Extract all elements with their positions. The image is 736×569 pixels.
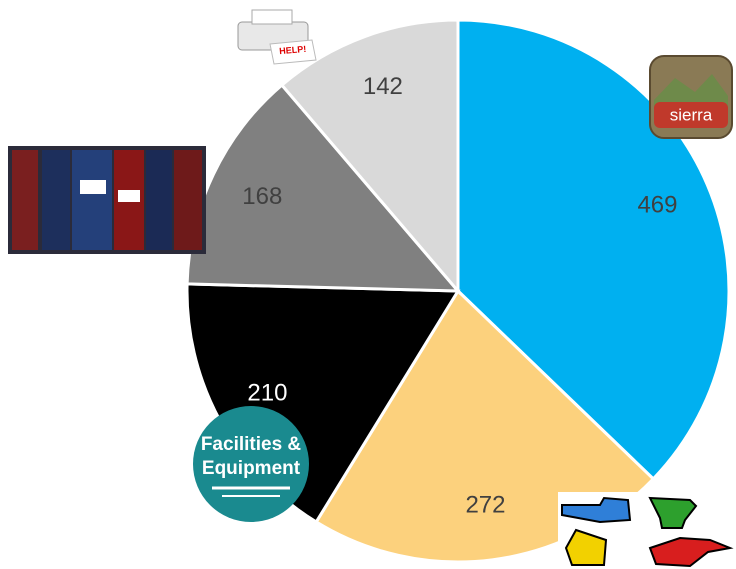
pointing-hands [558, 492, 730, 569]
value-label: 142 [363, 73, 403, 100]
chart: 469 272 210 168 142 HELP! sierra Facilities … [0, 0, 736, 569]
printer-icon: HELP! [238, 10, 316, 64]
sierra-logo: sierra [650, 56, 732, 138]
sierra-text: sierra [670, 105, 713, 124]
value-label: 168 [242, 183, 282, 210]
facilities-text: Facilities & [201, 434, 302, 455]
value-label: 272 [465, 491, 505, 518]
books-image [8, 146, 206, 254]
facilities-logo: Facilities & Equipment [193, 406, 309, 522]
value-label: 210 [247, 380, 287, 407]
value-label: 469 [637, 191, 677, 218]
facilities-text: Equipment [202, 458, 301, 479]
